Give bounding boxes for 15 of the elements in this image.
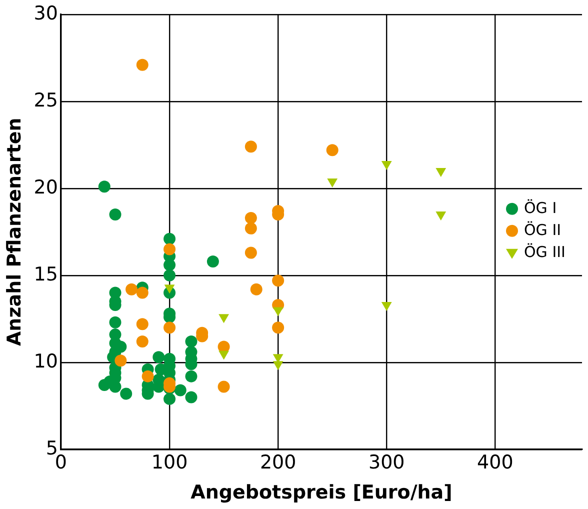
y-tick-label: 30: [34, 2, 58, 24]
legend-label: ÖG III: [524, 242, 566, 261]
legend-label: ÖG II: [524, 220, 562, 239]
legend-label: ÖG I: [524, 198, 557, 217]
y-tick-label: 20: [34, 176, 58, 198]
y-tick-label: 15: [34, 263, 58, 286]
x-axis-title: Angebotspreis [Euro/ha]: [190, 482, 452, 504]
y-tick-label: 10: [34, 350, 58, 372]
x-tick-label: 200: [260, 452, 296, 474]
y-tick-label: 25: [34, 89, 58, 112]
x-tick-label: 300: [368, 452, 405, 474]
y-axis-title: Anzahl Pflanzenarten: [3, 118, 26, 346]
x-tick-label: 400: [477, 452, 514, 474]
x-tick-label: 0: [54, 452, 68, 474]
x-tick-label: 100: [151, 452, 188, 474]
